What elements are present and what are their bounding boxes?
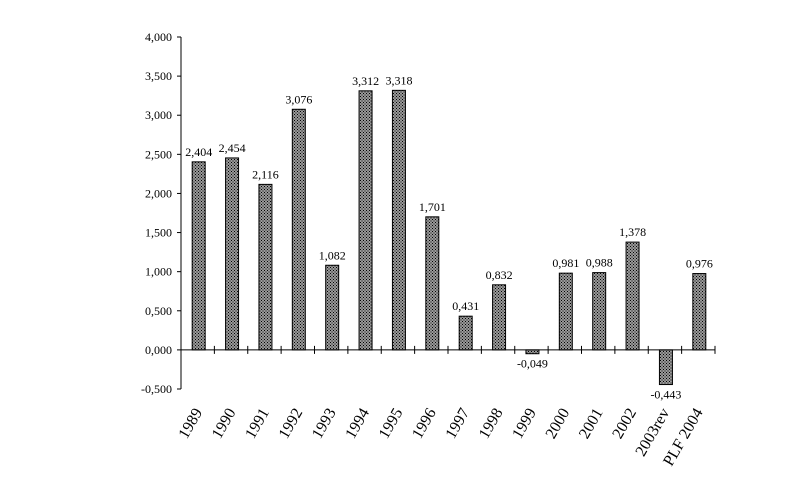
data-label: 2,116: [252, 167, 279, 181]
category-label: 1989: [175, 406, 206, 442]
category-label: 1998: [476, 406, 507, 442]
category-label: 1999: [509, 406, 540, 442]
y-tick-label: 0,000: [145, 343, 172, 357]
data-label: 3,318: [385, 73, 412, 87]
data-label: 0,988: [586, 256, 613, 270]
category-label: 1992: [276, 406, 307, 442]
bar: [325, 264, 340, 351]
bar: [358, 90, 373, 351]
bar: [225, 157, 240, 351]
data-label: 3,076: [285, 92, 312, 106]
x-axis: [180, 345, 716, 354]
data-label: 0,832: [486, 268, 513, 282]
category-label: 1993: [309, 406, 340, 442]
data-label: 0,981: [552, 256, 579, 270]
category-label: 1995: [376, 406, 407, 442]
category-label: 1991: [242, 406, 273, 442]
data-label: 1,082: [319, 248, 346, 262]
category-label: 1997: [442, 406, 473, 442]
data-label: 0,976: [686, 257, 713, 271]
category-label: 1994: [342, 406, 373, 442]
bar: [458, 315, 473, 351]
bar: [258, 183, 273, 351]
y-tick-label: -0,500: [141, 382, 172, 396]
data-label: 1,701: [419, 200, 446, 214]
bar: [592, 272, 607, 351]
bar: [291, 108, 306, 351]
data-label: 3,312: [352, 74, 379, 88]
y-tick-label: 3,500: [145, 69, 172, 83]
bar: [692, 273, 707, 351]
bar: [625, 241, 640, 351]
y-tick-label: 3,000: [145, 108, 172, 122]
bar: [492, 284, 507, 351]
y-axis: -0,500 0,000 0,500 1,000 1,500 2,000 2,500 3,00…: [141, 30, 182, 396]
y-tick-label: 2,500: [145, 147, 172, 161]
bar: [425, 216, 440, 351]
category-label: 2000: [543, 406, 574, 442]
bar: [191, 161, 206, 351]
category-label: 2002: [609, 406, 640, 442]
data-label: 2,404: [185, 145, 212, 159]
category-label: 2001: [576, 406, 607, 442]
data-label: 0,431: [452, 299, 479, 313]
data-label: -0,049: [517, 357, 548, 371]
data-label: 2,454: [219, 141, 246, 155]
y-tick-label: 0,500: [145, 304, 172, 318]
y-tick-label: 1,000: [145, 265, 172, 279]
bar: [525, 349, 540, 355]
bar: [391, 89, 406, 351]
data-labels: 2,404 2,454 2,116 3,076 1,082 3,312 3,318 1,701…: [185, 73, 713, 401]
data-label: 1,378: [619, 225, 646, 239]
category-label: 1996: [409, 406, 440, 442]
bar: [558, 272, 573, 351]
y-tick-label: 4,000: [145, 30, 172, 44]
category-labels: 1989 1990 1991 1992 1993 1994 1995 1996 1997 1998…: [175, 406, 706, 470]
y-tick-label: 2,000: [145, 186, 172, 200]
data-label: -0,443: [650, 388, 681, 402]
bar: [658, 349, 673, 386]
y-tick-label: 1,500: [145, 226, 172, 240]
category-label: 1990: [209, 406, 240, 442]
